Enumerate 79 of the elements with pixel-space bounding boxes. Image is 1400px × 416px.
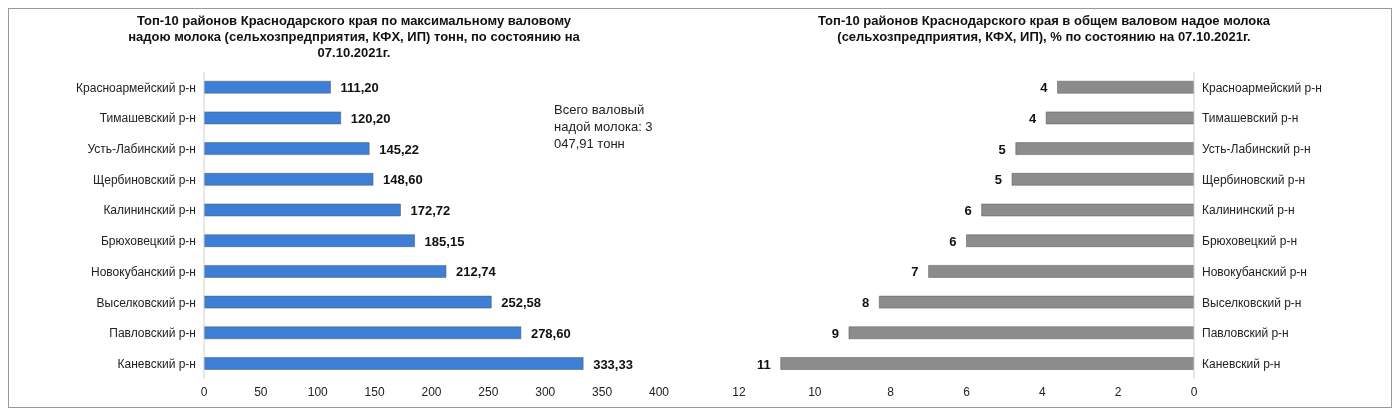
y-tick-label: Каневский р-н bbox=[1202, 356, 1281, 371]
bar bbox=[204, 111, 341, 125]
data-label: 172,72 bbox=[410, 203, 451, 219]
y-tick-label: Павловский р-н bbox=[1202, 326, 1289, 341]
x-tick-label: 100 bbox=[307, 384, 329, 399]
bar bbox=[204, 203, 401, 217]
data-label: 9 bbox=[831, 325, 839, 341]
data-label: 252,58 bbox=[501, 295, 542, 311]
x-tick-label: 4 bbox=[1038, 384, 1046, 399]
y-tick-label: Выселковский р-н bbox=[96, 295, 196, 310]
x-tick-label: 50 bbox=[254, 384, 268, 399]
y-tick-label: Новокубанский р-н bbox=[91, 264, 196, 279]
data-label: 333,33 bbox=[593, 356, 633, 372]
x-tick-label: 2 bbox=[1114, 384, 1122, 399]
x-tick-label: 150 bbox=[364, 384, 385, 399]
bar bbox=[1015, 142, 1194, 155]
x-tick-label: 6 bbox=[963, 384, 971, 399]
chart-title: Топ-10 районов Краснодарского края по максимальному валовому надою молока (сельхозпредприятия, КФХ, ИП) тонн, по состоянию на 07.10.2021г. bbox=[127, 13, 581, 62]
bar bbox=[966, 234, 1194, 247]
y-tick-label: Брюховецкий р-н bbox=[1202, 234, 1298, 249]
y-tick-label: Красноармейский р-н bbox=[1202, 80, 1322, 95]
data-label: 7 bbox=[911, 264, 919, 280]
y-tick-label: Выселковский р-н bbox=[1202, 295, 1302, 310]
data-label: 145,22 bbox=[379, 141, 419, 157]
x-tick-label: 12 bbox=[732, 384, 746, 399]
bar bbox=[204, 265, 447, 278]
data-label: 11 bbox=[756, 356, 771, 372]
data-label: 148,60 bbox=[383, 172, 423, 188]
bar bbox=[204, 173, 374, 186]
y-tick-label: Красноармейский р-н bbox=[76, 80, 196, 95]
data-label: 4 bbox=[1040, 80, 1049, 96]
y-tick-label: Тимашевский р-н bbox=[99, 111, 196, 126]
data-label: 6 bbox=[964, 203, 972, 219]
bar bbox=[928, 265, 1194, 278]
x-tick-label: 0 bbox=[200, 384, 208, 399]
y-tick-label: Брюховецкий р-н bbox=[100, 234, 196, 249]
x-tick-label: 10 bbox=[808, 384, 822, 399]
x-tick-label: 200 bbox=[421, 384, 442, 399]
y-tick-label: Каневский р-н bbox=[117, 356, 196, 371]
x-tick-label: 400 bbox=[648, 384, 670, 399]
data-label: 4 bbox=[1028, 110, 1037, 126]
bar bbox=[204, 295, 492, 309]
y-tick-label: Усть-Лабинский р-н bbox=[87, 142, 196, 157]
data-label: 6 bbox=[949, 233, 957, 249]
y-tick-label: Тимашевский р-н bbox=[1202, 111, 1299, 126]
bar bbox=[204, 142, 370, 155]
x-tick-label: 8 bbox=[887, 384, 895, 399]
bar bbox=[848, 326, 1194, 340]
bar bbox=[1011, 173, 1194, 186]
data-label: 278,60 bbox=[530, 325, 571, 341]
data-label: 120,20 bbox=[350, 110, 391, 126]
bar bbox=[879, 295, 1194, 309]
y-tick-label: Павловский р-н bbox=[109, 326, 196, 341]
data-label: 111,20 bbox=[340, 80, 379, 96]
y-tick-label: Щербиновский р-н bbox=[92, 172, 196, 187]
bar bbox=[780, 357, 1194, 370]
bar bbox=[981, 203, 1194, 217]
y-tick-label: Усть-Лабинский р-н bbox=[1202, 142, 1311, 157]
annotation: Всего валовый надой молока: 3 047,91 тонн bbox=[554, 101, 654, 152]
y-tick-label: Новокубанский р-н bbox=[1202, 264, 1307, 279]
data-label: 5 bbox=[994, 172, 1002, 188]
y-tick-label: Щербиновский р-н bbox=[1202, 172, 1306, 187]
y-tick-label: Калининский р-н bbox=[1202, 203, 1295, 218]
bar bbox=[1045, 111, 1194, 125]
x-tick-label: 250 bbox=[478, 384, 499, 399]
y-tick-label: Калининский р-н bbox=[103, 203, 196, 218]
chart-title: Топ-10 районов Краснодарского края в общем валовом надое молока (сельхозпредприятия, КФХ, ИП), % по состоянию на 07.10.2021г. bbox=[816, 13, 1271, 46]
x-tick-label: 0 bbox=[1190, 384, 1198, 399]
x-tick-label: 350 bbox=[592, 384, 613, 399]
data-label: 212,74 bbox=[455, 264, 497, 280]
bar bbox=[204, 234, 415, 247]
bar bbox=[204, 80, 331, 94]
bar bbox=[204, 326, 522, 340]
data-label: 8 bbox=[862, 295, 870, 311]
data-label: 185,15 bbox=[424, 233, 465, 249]
bar bbox=[1057, 80, 1194, 94]
bar bbox=[204, 357, 584, 370]
x-tick-label: 300 bbox=[535, 384, 556, 399]
data-label: 5 bbox=[998, 141, 1006, 157]
